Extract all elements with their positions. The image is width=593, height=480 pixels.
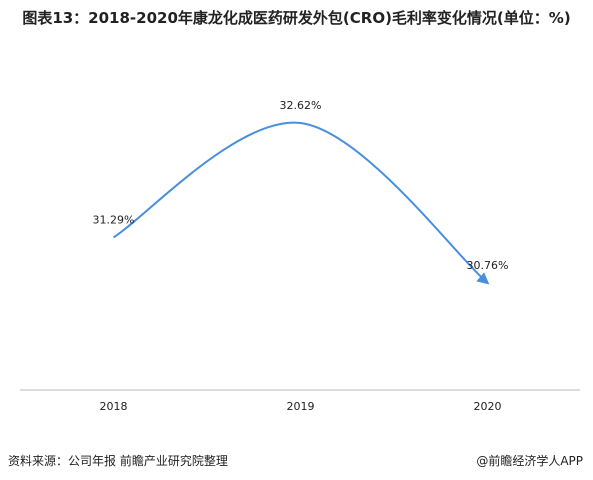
data-label: 32.62%: [280, 99, 322, 112]
line: [112, 121, 490, 285]
data-label: 30.76%: [467, 259, 509, 272]
x-tick-label: 2018: [100, 400, 128, 413]
source-note: 资料来源：公司年报 前瞻产业研究院整理: [8, 454, 228, 468]
x-tick-label: 2019: [287, 400, 315, 413]
chart-title: 图表13：2018-2020年康龙化成医药研发外包(CRO)毛利率变化情况(单位…: [22, 9, 571, 27]
x-tick-label: 2020: [474, 400, 502, 413]
data-label: 31.29%: [93, 213, 135, 226]
brand-note: @前瞻经济学人APP: [476, 454, 583, 468]
